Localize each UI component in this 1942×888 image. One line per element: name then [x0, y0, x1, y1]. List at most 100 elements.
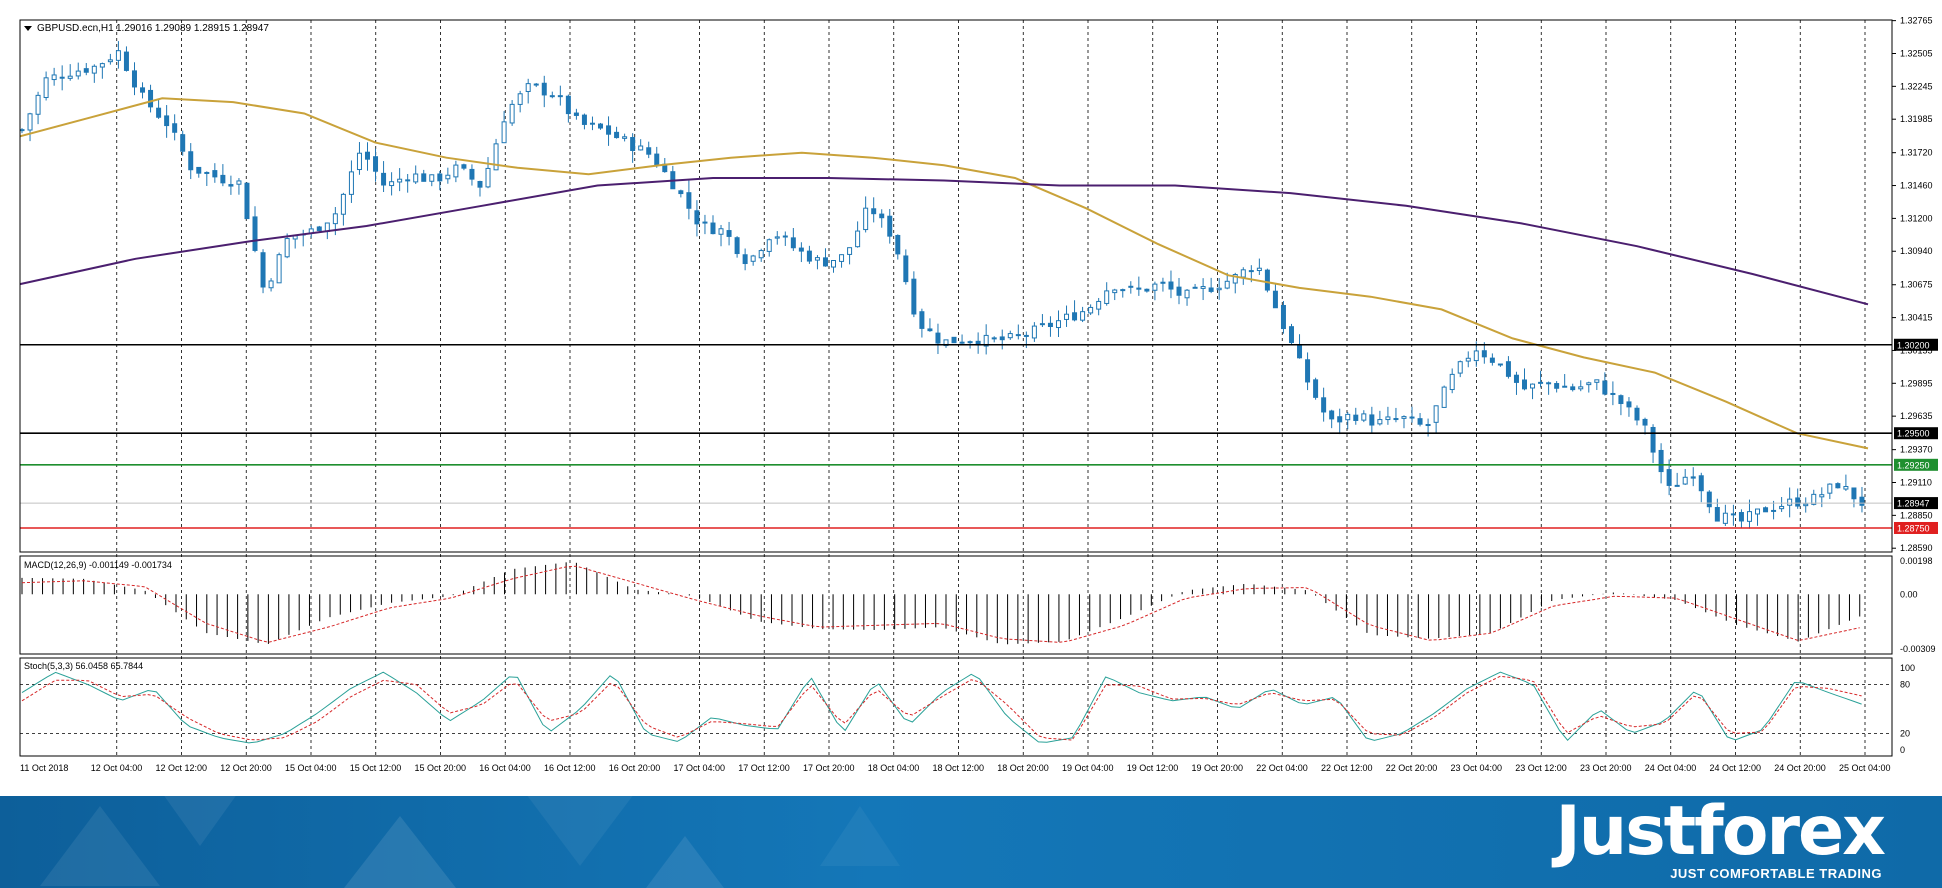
candle-body	[1441, 386, 1447, 408]
candle-body	[525, 83, 531, 93]
candle	[750, 254, 756, 266]
candle	[975, 332, 981, 354]
candle-body	[871, 208, 877, 215]
candle-body	[1586, 382, 1592, 386]
candle-body	[1176, 286, 1182, 296]
candle	[670, 165, 676, 190]
candle	[1104, 282, 1110, 306]
candle-body	[1505, 361, 1511, 377]
candle	[348, 160, 354, 203]
macd-signal-line	[21, 565, 1860, 643]
candle	[1618, 394, 1624, 416]
candle	[67, 64, 73, 81]
candle-body	[1779, 505, 1785, 510]
candle	[895, 234, 901, 260]
candle-body	[839, 254, 845, 262]
candle-body	[1393, 418, 1399, 421]
candle-body	[364, 151, 370, 160]
candle-body	[469, 168, 475, 180]
candle	[983, 324, 989, 355]
candle	[1763, 506, 1769, 513]
candle-body	[1730, 513, 1736, 516]
candle	[919, 308, 925, 338]
candle-body	[541, 82, 547, 96]
candle	[91, 64, 97, 83]
candle	[212, 163, 218, 183]
candle	[598, 122, 604, 130]
vertical-grid	[116, 20, 1866, 756]
candle-body	[180, 134, 186, 152]
candle	[606, 116, 612, 146]
macd-label: MACD(12,26,9) -0.001149 -0.001734	[24, 560, 172, 570]
time-tick-label: 16 Oct 12:00	[544, 763, 596, 773]
candle-body	[1811, 493, 1817, 505]
level-tag	[1894, 427, 1938, 440]
candle-body	[1425, 424, 1431, 427]
candle-body	[782, 235, 788, 238]
candle-body	[131, 70, 137, 88]
chart-title: GBPUSD.ecn,H1 1.29016 1.29089 1.28915 1.…	[24, 23, 269, 34]
stoch-tick-label: 0	[1900, 745, 1905, 755]
candle-body	[1377, 419, 1383, 425]
stoch-tick-label: 20	[1900, 729, 1910, 739]
price-tick-label: 1.32765	[1900, 16, 1933, 26]
candle	[622, 133, 628, 142]
candle-body	[1666, 469, 1672, 486]
candle	[437, 171, 443, 191]
candle-body	[1859, 496, 1865, 506]
candle	[1586, 381, 1592, 393]
level-tag	[1894, 338, 1938, 351]
candle-body	[1313, 379, 1319, 398]
time-tick-label: 12 Oct 20:00	[220, 763, 272, 773]
candle-body	[831, 260, 837, 268]
candle	[1505, 356, 1511, 379]
candle	[1361, 410, 1367, 423]
candle	[871, 197, 877, 223]
candle	[855, 221, 861, 248]
candle	[1658, 443, 1664, 484]
symbol-dropdown-icon[interactable]	[24, 26, 32, 31]
candle-body	[1120, 289, 1126, 292]
candle-body	[91, 65, 97, 74]
candle	[1313, 377, 1319, 400]
price-axis: 1.32765 1.32505 1.32245 1.31985 1.31720 1.314…	[1892, 16, 1938, 755]
stoch-k-line	[21, 671, 1862, 744]
candle-body	[236, 180, 242, 185]
candle	[1578, 380, 1584, 392]
candle-body	[630, 137, 636, 151]
candle-body	[1795, 497, 1801, 507]
time-tick-label: 18 Oct 04:00	[868, 763, 920, 773]
candle	[1481, 342, 1487, 364]
candle	[1297, 334, 1303, 359]
candle	[814, 255, 820, 270]
candle-body	[1144, 288, 1150, 292]
candle-body	[99, 63, 105, 68]
candle-body	[1626, 401, 1632, 408]
brand-logo[interactable]: Justforex	[1555, 796, 1886, 871]
candle	[164, 105, 170, 138]
candle	[831, 260, 837, 273]
macd-tick-label: 0.00198	[1900, 556, 1933, 566]
candle	[1449, 368, 1455, 394]
candle-body	[598, 123, 604, 129]
price-tick-label: 1.32245	[1900, 81, 1933, 91]
time-axis: 11 Oct 2018 12 Oct 04:00 12 Oct 12:00 12 Oc…	[20, 763, 1891, 773]
level-tag-label: 1.28947	[1897, 499, 1930, 509]
candle	[364, 142, 370, 171]
candle	[1168, 270, 1174, 299]
time-tick-label: 19 Oct 04:00	[1062, 763, 1114, 773]
candle	[1321, 387, 1327, 422]
candle	[59, 65, 65, 91]
time-tick-label: 23 Oct 04:00	[1451, 763, 1503, 773]
candle-body	[766, 239, 772, 252]
candle	[630, 133, 636, 163]
candle	[1522, 368, 1528, 391]
candle	[1393, 407, 1399, 423]
time-tick-label: 11 Oct 2018	[20, 763, 68, 773]
candle	[1714, 498, 1720, 522]
candle	[1055, 310, 1061, 338]
candle	[1152, 281, 1158, 301]
level-tag	[1894, 458, 1938, 471]
candle	[1755, 508, 1761, 526]
candle-body	[1513, 374, 1519, 383]
